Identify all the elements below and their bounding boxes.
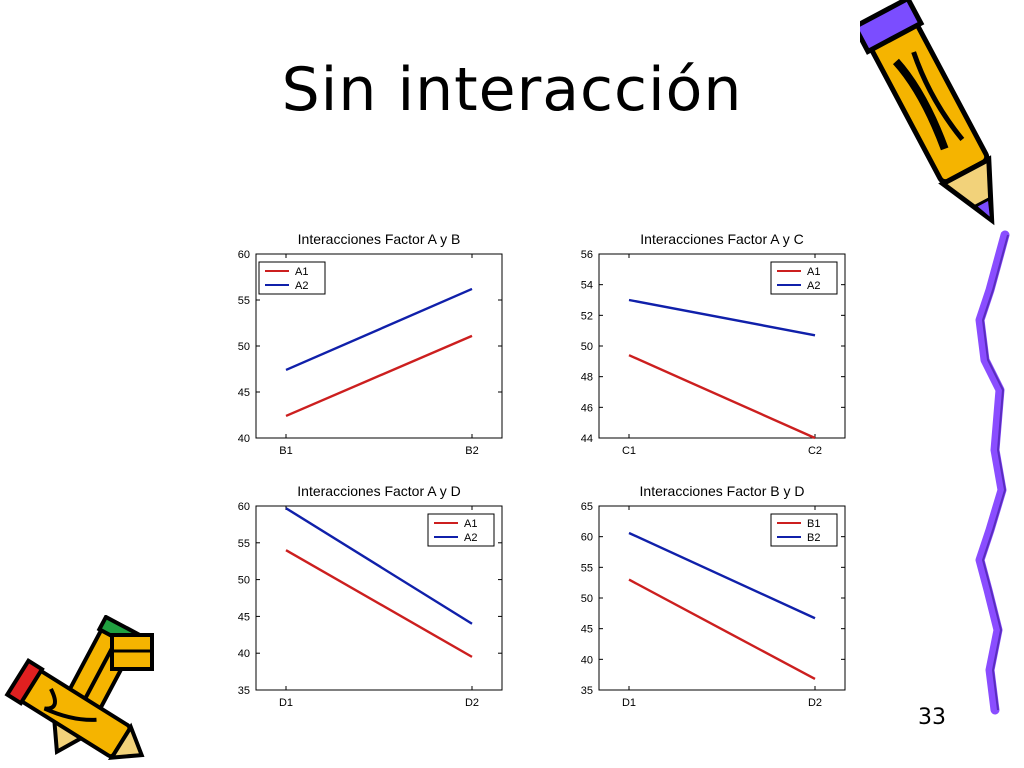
legend-label: B2: [807, 532, 820, 544]
y-tick-label: 40: [581, 654, 593, 666]
series-line-a2: [285, 507, 473, 625]
series-line-b1: [628, 578, 816, 681]
legend-box: [258, 261, 326, 295]
y-tick-label: 56: [581, 249, 593, 261]
chart-3: Interacciones Factor A y D 35 40 45 50 55 60 D1…: [238, 483, 503, 709]
x-tick-label: D2: [465, 697, 479, 709]
x-tick-label: C1: [622, 445, 636, 457]
series-line-a2: [285, 287, 473, 372]
chart-title: Interacciones Factor A y D: [297, 483, 460, 499]
y-tick-label: 52: [581, 310, 593, 322]
pencils-clipart-icon: [4, 615, 154, 760]
x-tick-label: C2: [808, 445, 822, 457]
legend-box: [427, 513, 495, 547]
y-tick-label: 65: [581, 501, 593, 513]
y-tick-label: 45: [581, 624, 593, 636]
pencil-clipart-icon: [860, 0, 995, 226]
legend-label: B1: [807, 518, 820, 530]
chart-title: Interacciones Factor A y C: [640, 231, 803, 247]
y-tick-label: 55: [238, 538, 250, 550]
legend-label: A1: [295, 266, 308, 278]
y-tick-label: 60: [238, 501, 250, 513]
y-tick-label: 35: [238, 685, 250, 697]
legend-label: A1: [807, 266, 820, 278]
squiggle-line-icon: [975, 230, 1010, 715]
chart-2: Interacciones Factor A y C 44 46 48 50 52 54 56…: [581, 231, 846, 457]
y-tick-label: 54: [581, 280, 593, 292]
series-line-a2: [628, 298, 816, 337]
y-tick-label: 50: [581, 593, 593, 605]
chart-4: Interacciones Factor B y D 35 40 45 50 55 60 65…: [581, 483, 846, 709]
x-tick-label: D1: [279, 697, 293, 709]
y-tick-label: 55: [581, 562, 593, 574]
y-tick-label: 45: [238, 611, 250, 623]
series-line-b2: [628, 531, 816, 620]
y-tick-label: 50: [581, 341, 593, 353]
x-tick-label: D1: [622, 697, 636, 709]
y-tick-label: 48: [581, 372, 593, 384]
x-tick-label: D2: [808, 697, 822, 709]
chart-title: Interacciones Factor A y B: [298, 231, 461, 247]
y-tick-label: 55: [238, 295, 250, 307]
y-tick-label: 60: [238, 249, 250, 261]
y-tick-label: 46: [581, 402, 593, 414]
series-line-a1: [285, 334, 473, 418]
y-tick-label: 60: [581, 532, 593, 544]
y-tick-label: 45: [238, 387, 250, 399]
slide-title: Sin interacción: [281, 55, 743, 125]
series-line-a1: [628, 354, 816, 440]
y-tick-label: 35: [581, 685, 593, 697]
y-tick-label: 50: [238, 341, 250, 353]
chart-title: Interacciones Factor B y D: [640, 483, 805, 499]
legend-box: [770, 513, 838, 547]
legend-label: A2: [464, 532, 477, 544]
y-tick-label: 50: [238, 575, 250, 587]
legend-box: [770, 261, 838, 295]
legend-label: A1: [464, 518, 477, 530]
slide-number: 33: [918, 705, 946, 730]
legend-label: A2: [807, 280, 820, 292]
y-tick-label: 40: [238, 648, 250, 660]
legend-label: A2: [295, 280, 308, 292]
series-line-a1: [285, 549, 473, 658]
y-tick-label: 44: [581, 433, 593, 445]
x-tick-label: B1: [279, 445, 292, 457]
y-tick-label: 40: [238, 433, 250, 445]
chart-1: Interacciones Factor A y B 40 45 50 55 60 B1 B2…: [238, 231, 503, 457]
x-tick-label: B2: [465, 445, 478, 457]
